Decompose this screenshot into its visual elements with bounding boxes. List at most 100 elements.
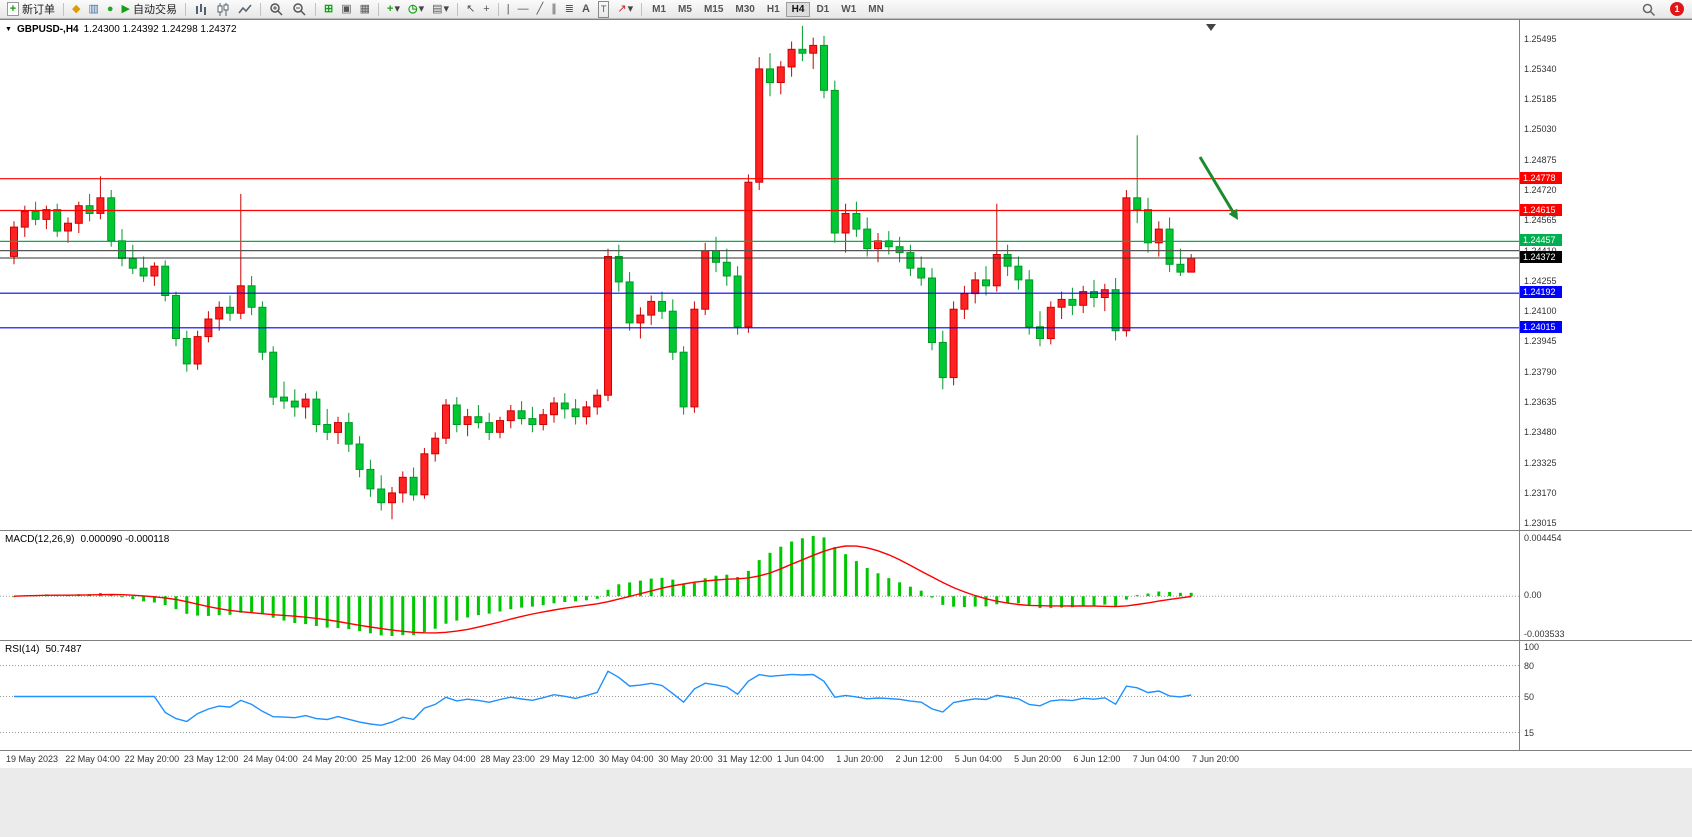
price-tick: 1.23325 (1524, 457, 1557, 468)
cascade-windows-icon[interactable]: ▣ (341, 2, 352, 15)
price-tick: 1.24100 (1524, 306, 1557, 317)
time-axis-label: 22 May 20:00 (124, 754, 180, 764)
price-tick: 1.23945 (1524, 336, 1557, 347)
toolbar-separator (315, 2, 316, 16)
time-axis-label: 1 Jun 20:00 (836, 754, 884, 764)
chart-window: ▼ GBPUSD-,H4 1.24300 1.24392 1.24298 1.2… (0, 19, 1692, 768)
candlestick-chart-icon[interactable] (213, 1, 233, 18)
time-axis-label: 24 May 20:00 (302, 754, 358, 764)
window-background (0, 768, 1692, 837)
time-axis-label: 24 May 04:00 (243, 754, 298, 764)
price-tick: 1.24720 (1524, 185, 1557, 196)
price-tick: 1.25340 (1524, 63, 1557, 74)
price-tick: 1.23480 (1524, 427, 1557, 438)
toolbar-right-group: 1 (1637, 1, 1692, 18)
price-tick: 1.24875 (1524, 154, 1557, 165)
time-axis[interactable]: 19 May 2023 22 May 04:00 22 May 20:00 23 Ma… (0, 751, 1692, 768)
timeframe-button-w1[interactable]: W1 (835, 2, 862, 17)
price-axis[interactable]: 1.25495 1.25340 1.25185 1.25030 1.24875 1.247… (1519, 19, 1692, 531)
price-tick: 1.24255 (1524, 275, 1557, 286)
timeframe-button-mn[interactable]: MN (862, 2, 890, 17)
horizontal-line-icon[interactable]: — (517, 2, 529, 15)
autotrading-button[interactable]: ▶ 自动交易 (119, 1, 180, 18)
candlestick-chart (0, 24, 1519, 520)
price-tick: 1.23635 (1524, 397, 1557, 408)
tile-windows-icon[interactable]: ⊞ (324, 2, 334, 15)
timeframe-button-m5[interactable]: M5 (672, 2, 698, 17)
bar-chart-icon[interactable] (191, 1, 211, 18)
rsi-chart (0, 665, 1519, 733)
navigator-icon[interactable]: ● (106, 2, 114, 15)
toolbar-separator (378, 2, 380, 16)
rsi-axis[interactable]: 100 80 50 15 (1519, 641, 1692, 751)
time-axis-label: 2 Jun 12:00 (895, 754, 943, 764)
crosshair-icon[interactable]: + (483, 2, 490, 15)
zoom-out-icon[interactable] (289, 1, 310, 18)
macd-chart (0, 536, 1519, 636)
symbol-dropdown-icon[interactable]: ▼ (5, 26, 12, 33)
rsi-title: RSI(14) 50.7487 (5, 644, 82, 655)
macd-panel[interactable]: MACD(12,26,9) 0.000090 -0.000118 (0, 531, 1519, 641)
macd-axis-max: 0.004454 (1524, 533, 1562, 543)
autotrading-icon: ▶ (121, 2, 130, 15)
timeframe-button-m30[interactable]: M30 (729, 2, 760, 17)
notification-badge[interactable]: 1 (1670, 2, 1684, 16)
timeframe-button-h1[interactable]: H1 (761, 2, 786, 17)
indicators-icon[interactable]: + ▾ (387, 2, 400, 15)
price-tick: 1.23170 (1524, 487, 1557, 498)
vertical-line-icon[interactable]: | (506, 2, 510, 15)
new-order-icon: + (7, 2, 19, 16)
templates-icon[interactable]: ▤ ▾ (432, 2, 450, 15)
time-axis-label: 26 May 04:00 (421, 754, 476, 764)
market-watch-icon[interactable]: ◆ (72, 2, 81, 15)
timeframe-button-h4[interactable]: H4 (785, 1, 811, 17)
arrange-windows-icon[interactable]: ▦ (359, 2, 371, 15)
macd-values: 0.000090 -0.000118 (80, 534, 170, 545)
time-axis-label: 28 May 23:00 (480, 754, 535, 764)
rsi-value: 50.7487 (45, 644, 82, 655)
time-axis-label: 31 May 12:00 (717, 754, 773, 764)
fibonacci-icon[interactable]: ≣ (564, 2, 574, 15)
dropdown-icon: ▾ (418, 2, 425, 15)
macd-axis-zero: 0.00 (1524, 590, 1542, 601)
price-line-label: 1.24457 (1520, 234, 1562, 247)
timeframe-button-m15[interactable]: M15 (698, 2, 729, 17)
periods-icon[interactable]: ◷ ▾ (408, 2, 425, 15)
data-window-icon[interactable]: ▥ (88, 2, 99, 15)
chart-title: ▼ GBPUSD-,H4 1.24300 1.24392 1.24298 1.2… (5, 24, 237, 35)
rsi-panel[interactable]: RSI(14) 50.7487 (0, 641, 1519, 751)
line-chart-icon[interactable] (235, 1, 255, 18)
price-tick: 1.24565 (1524, 215, 1557, 226)
toolbar: + 新订单 ◆ ▥ ● ▶ 自动交易 ⊞ ▣ ▦ + ▾ ◷ ▾ ▤ ▾ ↖ + | … (0, 0, 1692, 19)
trendline-icon[interactable]: ╱ (536, 2, 544, 15)
toolbar-separator (185, 2, 186, 16)
rsi-axis-label: 100 (1524, 642, 1540, 652)
price-tick: 1.23015 (1524, 518, 1557, 529)
chart-symbol-label: GBPUSD-,H4 (16, 24, 79, 35)
toolbar-separator (63, 2, 64, 16)
text-label-icon[interactable]: T (595, 0, 613, 18)
search-icon[interactable] (1638, 1, 1659, 18)
time-axis-label: 6 Jun 12:00 (1073, 754, 1121, 764)
timeframe-button-d1[interactable]: D1 (810, 2, 835, 17)
channel-icon[interactable]: ∥ (551, 2, 557, 15)
macd-title: MACD(12,26,9) 0.000090 -0.000118 (5, 534, 169, 545)
timeframe-button-m1[interactable]: M1 (646, 2, 672, 17)
zoom-in-icon[interactable] (266, 1, 287, 18)
price-line-label: 1.24015 (1520, 320, 1562, 333)
time-axis-label: 29 May 12:00 (539, 754, 595, 764)
dropdown-icon: ▾ (443, 2, 450, 15)
macd-axis-min: -0.003533 (1524, 629, 1565, 639)
time-axis-label: 23 May 12:00 (183, 754, 239, 764)
text-icon[interactable]: A (581, 2, 590, 15)
price-line-label: 1.24192 (1520, 286, 1562, 299)
price-chart-panel[interactable]: ▼ GBPUSD-,H4 1.24300 1.24392 1.24298 1.2… (0, 19, 1519, 531)
time-axis-label: 7 Jun 20:00 (1192, 754, 1240, 764)
price-tick: 1.25185 (1524, 94, 1557, 105)
cursor-icon[interactable]: ↖ (466, 2, 476, 15)
toolbar-separator (497, 2, 499, 16)
time-axis-label: 19 May 2023 (6, 754, 59, 764)
macd-axis[interactable]: 0.004454 0.00 -0.003533 (1519, 531, 1692, 641)
arrows-icon[interactable]: ↗ ▾ (617, 2, 634, 15)
new-order-button[interactable]: + 新订单 (4, 1, 58, 18)
